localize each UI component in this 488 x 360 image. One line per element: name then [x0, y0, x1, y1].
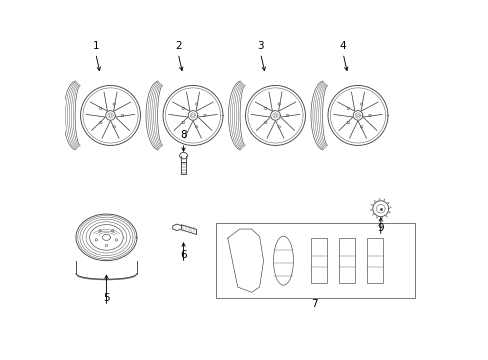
Text: 7: 7 — [310, 299, 317, 309]
Text: 4: 4 — [339, 41, 346, 50]
Bar — [215, 223, 414, 298]
Bar — [339, 238, 354, 283]
Bar — [311, 238, 326, 283]
Bar — [366, 238, 382, 283]
Text: 2: 2 — [175, 41, 181, 50]
Text: 8: 8 — [180, 130, 186, 140]
Text: 6: 6 — [180, 250, 186, 260]
Text: 3: 3 — [257, 41, 264, 50]
Text: 5: 5 — [103, 293, 109, 303]
Text: 1: 1 — [92, 41, 99, 50]
Text: 9: 9 — [377, 224, 383, 233]
